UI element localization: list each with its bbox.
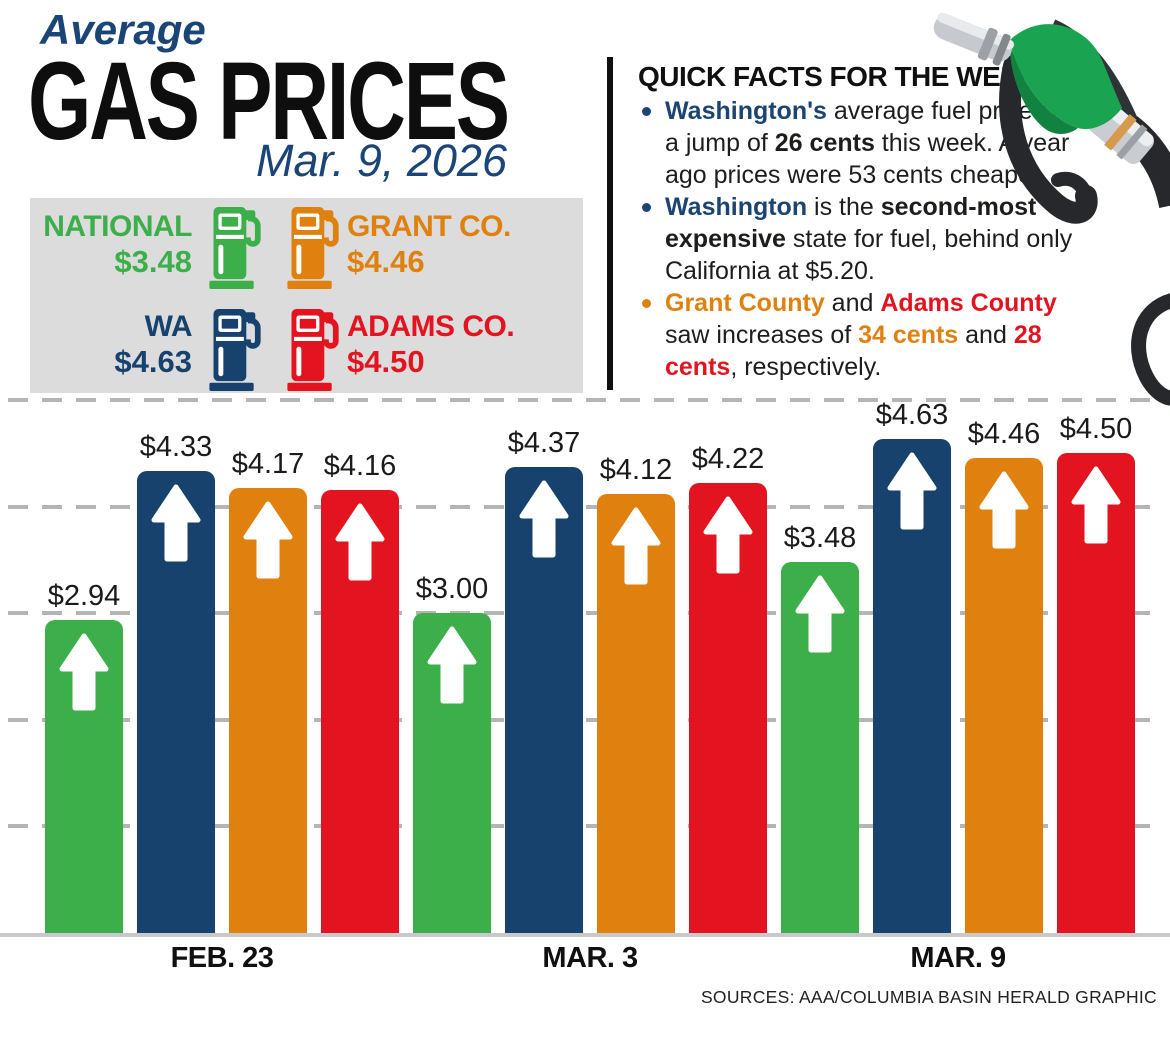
bar-value-label: $3.00 xyxy=(415,573,489,606)
bar-value-label: $4.46 xyxy=(967,417,1041,450)
title-date: Mar. 9, 2026 xyxy=(256,135,507,186)
gas-pump-icon-adams xyxy=(284,309,340,391)
bar-mar-3-grant-co xyxy=(597,493,675,933)
bar-mar-3-wa xyxy=(505,467,583,933)
bar-feb-23-adams-co xyxy=(321,489,399,933)
up-arrow-icon xyxy=(519,480,569,558)
gridline-2-dollar xyxy=(8,717,1162,722)
sources-credit: SOURCES: AAA/COLUMBIA BASIN HERALD GRAPH… xyxy=(700,987,1157,1007)
legend-box: NATIONAL $3.48 GRANT CO. $4.46 WA $4.63 … xyxy=(30,198,583,393)
legend-label-adams: ADAMS CO. xyxy=(347,310,515,343)
bullet-icon xyxy=(642,107,651,116)
bar-mar-9-adams-co xyxy=(1057,453,1135,933)
bar-value-label: $4.17 xyxy=(231,448,305,481)
gas-pump-icon-wa xyxy=(206,309,262,391)
bar-value-label: $4.22 xyxy=(691,443,765,476)
gridline-1-dollar xyxy=(8,824,1162,829)
page-title: GAS PRICES xyxy=(28,40,510,163)
gridline-5-dollar xyxy=(8,398,1162,402)
bar-value-label: $4.33 xyxy=(139,431,213,464)
gridline-4-dollar xyxy=(8,504,1162,509)
bar-value-label: $4.12 xyxy=(599,453,673,486)
up-arrow-icon xyxy=(1071,466,1121,544)
up-arrow-icon xyxy=(151,484,201,562)
up-arrow-icon xyxy=(335,503,385,581)
legend-price-grant: $4.46 xyxy=(347,244,425,279)
quick-facts-title: QUICK FACTS FOR THE WEEK: xyxy=(638,61,1048,92)
quick-fact-item: Grant County and Adams County saw increas… xyxy=(638,287,1108,383)
bar-feb-23-national xyxy=(45,619,123,933)
gas-pump-icon-grant xyxy=(284,207,340,289)
up-arrow-icon xyxy=(795,575,845,653)
x-axis-label-mar-3: MAR. 3 xyxy=(542,942,638,974)
bar-mar-9-national xyxy=(781,562,859,933)
quick-facts-divider xyxy=(607,57,613,390)
bullet-icon xyxy=(642,203,651,212)
x-axis-label-mar-9: MAR. 9 xyxy=(910,942,1006,974)
bar-mar-9-wa xyxy=(873,439,951,933)
bar-value-label: $2.94 xyxy=(47,579,121,612)
legend-price-national: $3.48 xyxy=(114,244,192,279)
x-axis-label-feb-23: FEB. 23 xyxy=(170,942,274,974)
up-arrow-icon xyxy=(887,452,937,530)
bar-value-label: $4.16 xyxy=(323,449,397,482)
gas-pump-icon-national xyxy=(206,207,262,289)
bar-value-label: $4.50 xyxy=(1059,413,1133,446)
up-arrow-icon xyxy=(703,496,753,574)
up-arrow-icon xyxy=(979,471,1029,549)
bar-value-label: $3.48 xyxy=(783,522,857,555)
gridline-3-dollar xyxy=(8,611,1162,616)
chart-baseline xyxy=(0,933,1170,937)
bar-mar-9-grant-co xyxy=(965,457,1043,933)
up-arrow-icon xyxy=(427,626,477,704)
bar-value-label: $4.63 xyxy=(875,399,949,432)
title-kicker: Average xyxy=(40,6,206,53)
legend-label-wa: WA xyxy=(144,310,193,343)
up-arrow-icon xyxy=(59,633,109,711)
bar-feb-23-grant-co xyxy=(229,488,307,933)
bar-feb-23-wa xyxy=(137,471,215,933)
bullet-icon xyxy=(642,299,651,308)
bar-value-label: $4.37 xyxy=(507,427,581,460)
bar-mar-3-national xyxy=(413,613,491,933)
legend-label-grant: GRANT CO. xyxy=(347,210,511,243)
up-arrow-icon xyxy=(611,507,661,585)
legend-price-wa: $4.63 xyxy=(114,344,192,379)
up-arrow-icon xyxy=(243,501,293,579)
bar-mar-3-adams-co xyxy=(689,483,767,933)
legend-price-adams: $4.50 xyxy=(347,344,425,379)
quick-facts-list: Washington's average fuel price saw a jum… xyxy=(638,95,1108,383)
quick-fact-item: Washington's average fuel price saw a jum… xyxy=(638,95,1108,191)
legend-label-national: NATIONAL xyxy=(43,210,192,243)
